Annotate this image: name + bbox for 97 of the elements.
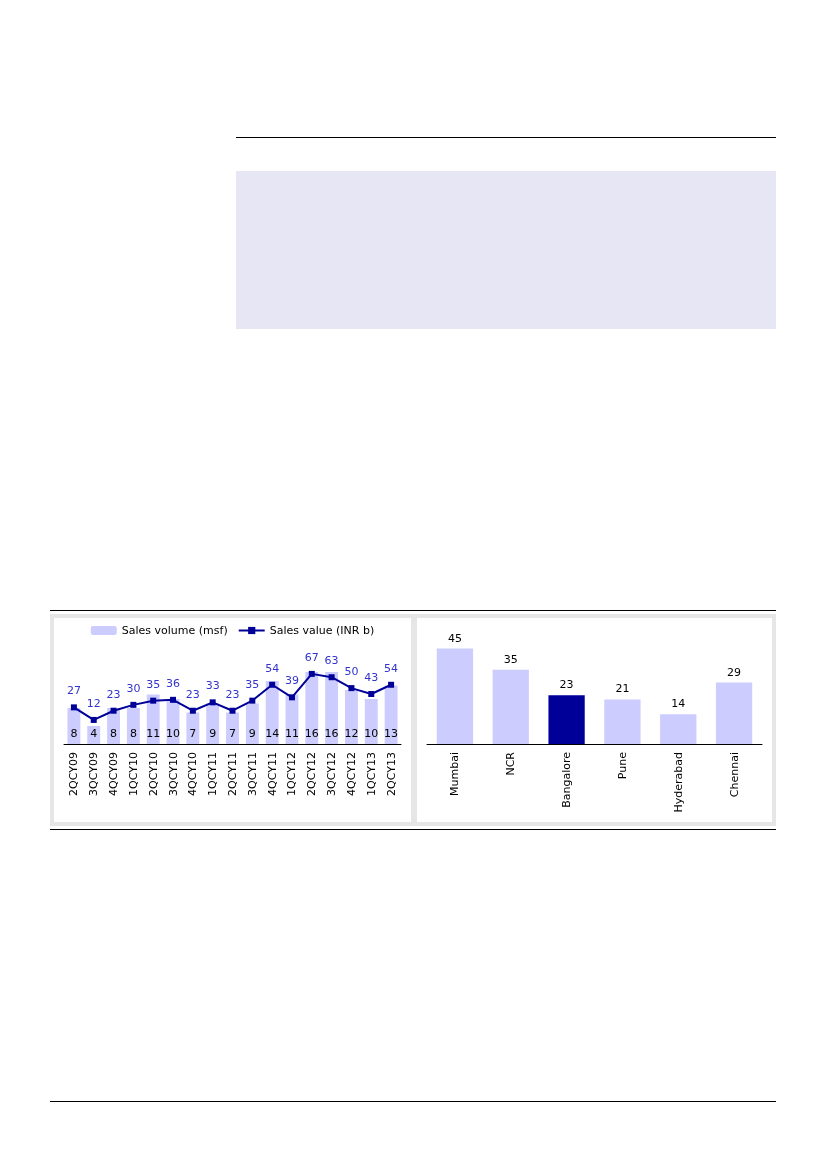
point <box>308 670 315 677</box>
data-label: 23 <box>106 687 121 701</box>
x-tick-label: 1QCY13 <box>364 752 378 796</box>
data-label: 21 <box>615 682 630 696</box>
data-label: 7 <box>189 727 197 740</box>
legend-label: Sales volume (msf) <box>121 624 228 637</box>
data-label: 11 <box>146 727 161 740</box>
point <box>368 690 375 697</box>
data-label: 67 <box>304 650 319 664</box>
bar <box>186 712 200 744</box>
data-label: 12 <box>344 727 359 740</box>
data-label: 35 <box>245 677 260 691</box>
data-label: 11 <box>284 727 299 740</box>
legend-label: Sales value (INR b) <box>269 624 375 637</box>
bar <box>126 708 140 744</box>
x-tick-label: 3QCY10 <box>166 752 180 796</box>
data-label: 16 <box>304 727 319 740</box>
data-label: 29 <box>727 665 742 679</box>
data-label: 10 <box>364 727 379 740</box>
data-label: 9 <box>248 727 256 740</box>
point <box>348 685 355 692</box>
data-label: 8 <box>70 727 78 740</box>
x-tick-label: 3QCY11 <box>245 752 259 796</box>
data-label: 54 <box>384 661 399 675</box>
point <box>189 707 196 714</box>
data-label: 8 <box>129 727 137 740</box>
x-tick-label: 1QCY10 <box>126 752 140 796</box>
x-tick-label: NCR <box>504 751 518 776</box>
data-label: 43 <box>364 670 379 684</box>
x-tick-label: 4QCY09 <box>107 752 121 796</box>
data-label: 36 <box>166 676 181 690</box>
data-label: 14 <box>265 727 280 740</box>
point <box>90 716 97 723</box>
data-label: 16 <box>324 727 339 740</box>
x-tick-label: Hyderabad <box>671 752 685 813</box>
point <box>249 697 256 704</box>
bar <box>384 685 398 744</box>
data-label: 23 <box>185 687 200 701</box>
data-label: 33 <box>205 679 220 693</box>
data-label: 54 <box>265 661 280 675</box>
data-label: 23 <box>225 687 240 701</box>
data-label: 13 <box>384 727 399 740</box>
bar <box>715 682 753 744</box>
data-label: 10 <box>166 727 181 740</box>
point <box>269 681 276 688</box>
x-tick-label: 1QCY11 <box>206 752 220 796</box>
x-tick-label: Chennai <box>727 752 741 798</box>
bar <box>436 648 474 744</box>
bar <box>364 699 378 744</box>
point <box>110 707 117 714</box>
data-label: 8 <box>110 727 118 740</box>
x-tick-label: 3QCY09 <box>87 752 101 796</box>
x-tick-label: 4QCY10 <box>186 752 200 796</box>
x-tick-label: 3QCY12 <box>325 752 339 796</box>
data-label: 14 <box>671 697 686 711</box>
bar <box>226 712 239 744</box>
data-label: 50 <box>344 665 359 679</box>
bar <box>660 714 697 744</box>
data-label: 45 <box>447 631 462 645</box>
data-label: 35 <box>503 652 518 666</box>
x-tick-label: Bangalore <box>560 751 574 808</box>
x-tick-label: 2QCY11 <box>226 752 239 796</box>
x-tick-label: 2QCY10 <box>146 752 160 796</box>
point <box>209 699 216 706</box>
x-tick-label: Pune <box>615 751 629 780</box>
point <box>70 704 77 711</box>
data-label: 35 <box>146 677 161 691</box>
bar <box>345 690 358 744</box>
point <box>328 674 335 681</box>
point <box>130 701 137 708</box>
x-tick-label: 2QCY13 <box>384 752 398 796</box>
point <box>288 694 295 701</box>
point <box>170 696 177 703</box>
x-tick-label: 1QCY12 <box>285 752 299 796</box>
point <box>229 707 236 714</box>
x-tick-label: 4QCY11 <box>265 752 279 796</box>
bar <box>492 669 529 744</box>
bar <box>265 681 279 744</box>
data-label: 7 <box>229 727 236 740</box>
x-tick-label: 2QCY12 <box>305 752 319 796</box>
x-tick-label: Mumbai <box>448 752 462 796</box>
data-label: 23 <box>559 678 574 692</box>
data-label: 9 <box>209 727 217 740</box>
x-tick-label: 4QCY12 <box>344 752 358 796</box>
data-label: 63 <box>324 654 339 668</box>
point <box>150 697 157 704</box>
bar <box>325 672 339 744</box>
bar <box>548 695 585 744</box>
data-label: 27 <box>66 684 81 698</box>
bar <box>245 703 259 744</box>
bar <box>604 699 641 744</box>
x-tick-label: 2QCY09 <box>67 752 81 796</box>
data-label: 4 <box>90 727 98 740</box>
data-label: 39 <box>284 674 299 688</box>
data-label: 12 <box>86 696 101 710</box>
data-label: 30 <box>126 681 141 695</box>
point <box>388 681 395 688</box>
